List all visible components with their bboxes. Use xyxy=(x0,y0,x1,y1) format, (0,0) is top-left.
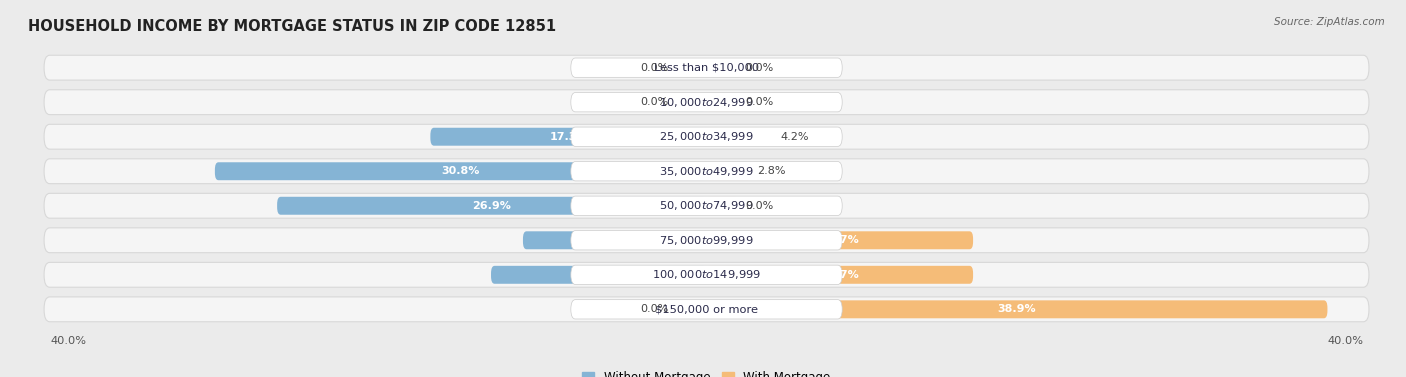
FancyBboxPatch shape xyxy=(675,93,707,111)
Text: 13.5%: 13.5% xyxy=(579,270,619,280)
Text: 16.7%: 16.7% xyxy=(821,270,859,280)
FancyBboxPatch shape xyxy=(707,231,973,249)
FancyBboxPatch shape xyxy=(707,197,738,215)
Text: $25,000 to $34,999: $25,000 to $34,999 xyxy=(659,130,754,143)
Text: 11.5%: 11.5% xyxy=(596,235,634,245)
FancyBboxPatch shape xyxy=(215,162,707,180)
FancyBboxPatch shape xyxy=(44,90,1369,115)
Text: 0.0%: 0.0% xyxy=(745,63,773,73)
Text: $10,000 to $24,999: $10,000 to $24,999 xyxy=(659,96,754,109)
Legend: Without Mortgage, With Mortgage: Without Mortgage, With Mortgage xyxy=(578,366,835,377)
FancyBboxPatch shape xyxy=(571,127,842,146)
Text: 0.0%: 0.0% xyxy=(640,304,668,314)
Text: 17.3%: 17.3% xyxy=(550,132,588,142)
FancyBboxPatch shape xyxy=(675,300,707,318)
FancyBboxPatch shape xyxy=(707,162,751,180)
Text: 2.8%: 2.8% xyxy=(758,166,786,176)
FancyBboxPatch shape xyxy=(707,300,1327,318)
FancyBboxPatch shape xyxy=(44,159,1369,184)
Text: 38.9%: 38.9% xyxy=(998,304,1036,314)
FancyBboxPatch shape xyxy=(571,196,842,215)
FancyBboxPatch shape xyxy=(44,228,1369,253)
FancyBboxPatch shape xyxy=(571,231,842,250)
FancyBboxPatch shape xyxy=(707,266,973,284)
Text: HOUSEHOLD INCOME BY MORTGAGE STATUS IN ZIP CODE 12851: HOUSEHOLD INCOME BY MORTGAGE STATUS IN Z… xyxy=(28,19,557,34)
Text: 16.7%: 16.7% xyxy=(821,235,859,245)
FancyBboxPatch shape xyxy=(571,300,842,319)
Text: 0.0%: 0.0% xyxy=(640,97,668,107)
FancyBboxPatch shape xyxy=(707,59,738,77)
FancyBboxPatch shape xyxy=(571,58,842,77)
Text: $100,000 to $149,999: $100,000 to $149,999 xyxy=(652,268,761,281)
FancyBboxPatch shape xyxy=(707,128,773,146)
Text: 0.0%: 0.0% xyxy=(640,63,668,73)
Text: Less than $10,000: Less than $10,000 xyxy=(654,63,759,73)
FancyBboxPatch shape xyxy=(571,92,842,112)
FancyBboxPatch shape xyxy=(44,193,1369,218)
Text: 30.8%: 30.8% xyxy=(441,166,479,176)
Text: 26.9%: 26.9% xyxy=(472,201,512,211)
FancyBboxPatch shape xyxy=(707,93,738,111)
Text: 0.0%: 0.0% xyxy=(745,97,773,107)
Text: $75,000 to $99,999: $75,000 to $99,999 xyxy=(659,234,754,247)
FancyBboxPatch shape xyxy=(571,162,842,181)
FancyBboxPatch shape xyxy=(44,55,1369,80)
FancyBboxPatch shape xyxy=(430,128,707,146)
Text: $150,000 or more: $150,000 or more xyxy=(655,304,758,314)
FancyBboxPatch shape xyxy=(675,59,707,77)
FancyBboxPatch shape xyxy=(44,297,1369,322)
FancyBboxPatch shape xyxy=(44,124,1369,149)
Text: Source: ZipAtlas.com: Source: ZipAtlas.com xyxy=(1274,17,1385,27)
FancyBboxPatch shape xyxy=(571,265,842,285)
Text: $50,000 to $74,999: $50,000 to $74,999 xyxy=(659,199,754,212)
FancyBboxPatch shape xyxy=(277,197,707,215)
Text: 0.0%: 0.0% xyxy=(745,201,773,211)
Text: 4.2%: 4.2% xyxy=(780,132,808,142)
FancyBboxPatch shape xyxy=(523,231,707,249)
Text: $35,000 to $49,999: $35,000 to $49,999 xyxy=(659,165,754,178)
FancyBboxPatch shape xyxy=(44,262,1369,287)
FancyBboxPatch shape xyxy=(491,266,707,284)
